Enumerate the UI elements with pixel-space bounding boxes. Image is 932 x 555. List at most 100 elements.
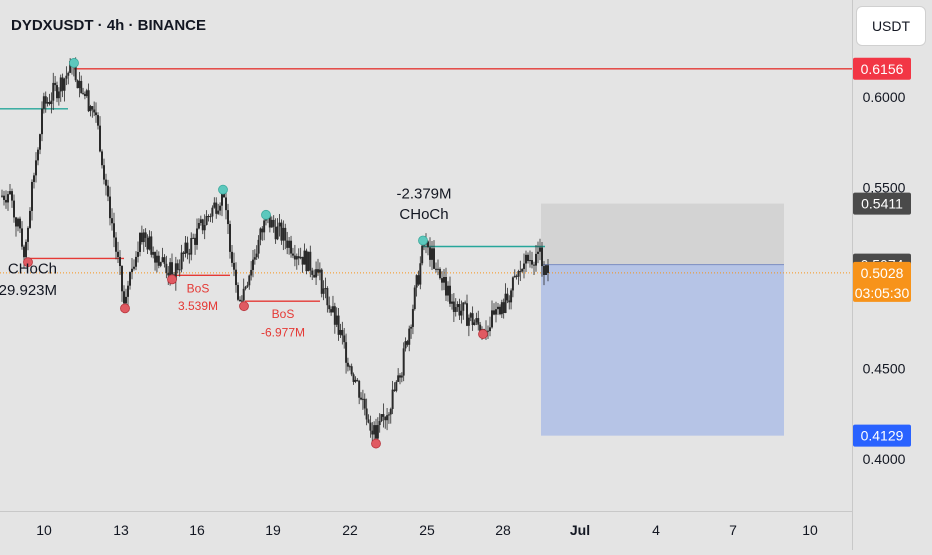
price-axis[interactable]: 0.6000 0.5500 0.4500 0.4000 0.6156 0.5411 0.50… bbox=[853, 57, 911, 467]
swing-high-marker[interactable] bbox=[69, 58, 79, 68]
swing-low-marker[interactable] bbox=[23, 257, 33, 268]
candle-body bbox=[113, 223, 115, 238]
candle-body bbox=[352, 374, 355, 382]
candle-body bbox=[282, 227, 285, 241]
candle-body bbox=[255, 253, 258, 258]
price-badge-dark[interactable] bbox=[853, 192, 911, 215]
candle-body bbox=[186, 242, 189, 254]
annotations: CHoCh 29.923M BoS 3.539M BoS -6.977M -2.379M CH… bbox=[0, 185, 452, 339]
candle-body bbox=[178, 269, 181, 271]
candle-body bbox=[318, 269, 321, 273]
swing-high-marker[interactable] bbox=[261, 209, 271, 220]
candle-body bbox=[515, 275, 518, 277]
annotation-label: CHoCh bbox=[8, 260, 57, 277]
annotation-volume: 29.923M bbox=[0, 282, 57, 299]
candle-body bbox=[360, 397, 363, 400]
candle-body bbox=[29, 210, 31, 228]
candle-body bbox=[35, 160, 37, 176]
candle-body bbox=[203, 224, 206, 231]
price-badge-blue[interactable] bbox=[853, 424, 911, 447]
candle-body bbox=[148, 236, 151, 250]
candle-body bbox=[320, 269, 323, 294]
candle-body bbox=[402, 348, 405, 376]
candle-body bbox=[489, 327, 491, 332]
swing-low-marker[interactable] bbox=[167, 274, 177, 285]
candle-body bbox=[350, 366, 353, 375]
candle-body bbox=[506, 293, 509, 301]
time-axis[interactable]: 10 13 16 19 22 25 28 Jul 4 7 10 bbox=[36, 522, 818, 538]
candle-body bbox=[439, 268, 441, 279]
candle-body bbox=[161, 257, 164, 263]
candle-body bbox=[219, 205, 222, 211]
candle-body bbox=[192, 237, 195, 239]
candle-body bbox=[348, 366, 351, 368]
candle-body bbox=[121, 266, 123, 292]
candle-body bbox=[76, 80, 79, 89]
swing-high-marker[interactable] bbox=[218, 184, 228, 195]
candle-body bbox=[83, 93, 86, 97]
bar-countdown: 03:05:30 bbox=[855, 285, 910, 301]
candle-body bbox=[545, 265, 547, 275]
candle-body bbox=[523, 263, 525, 269]
candle-body bbox=[504, 293, 507, 314]
candle-body bbox=[517, 271, 520, 277]
candle-body bbox=[427, 241, 429, 248]
candle-body bbox=[537, 251, 539, 254]
candle-body bbox=[184, 242, 187, 254]
candle-body bbox=[155, 255, 158, 263]
candle-body bbox=[257, 239, 260, 254]
swing-low-marker[interactable] bbox=[239, 301, 249, 312]
candle-body bbox=[466, 303, 468, 326]
candle-body bbox=[309, 251, 312, 271]
symbol-title: DYDXUSDT · 4h · BINANCE bbox=[11, 17, 206, 34]
candle-body bbox=[333, 306, 336, 325]
candle-body bbox=[322, 288, 325, 294]
candle-body bbox=[56, 85, 58, 99]
swing-low-marker[interactable] bbox=[371, 438, 381, 449]
candle-body bbox=[305, 250, 308, 272]
swing-high-marker[interactable] bbox=[418, 235, 428, 246]
candle-body bbox=[159, 262, 162, 266]
structure-lines bbox=[0, 68, 852, 302]
stop-zone[interactable] bbox=[541, 203, 784, 265]
candle-body bbox=[393, 389, 396, 391]
candle-body bbox=[511, 277, 514, 291]
candle-body bbox=[139, 232, 141, 252]
target-zone[interactable] bbox=[541, 264, 784, 436]
candle-body bbox=[127, 285, 129, 297]
swing-low-marker[interactable] bbox=[478, 329, 488, 339]
candle-body bbox=[433, 248, 435, 269]
candle-body bbox=[242, 288, 245, 301]
candle-body bbox=[107, 185, 109, 197]
swing-low-marker[interactable] bbox=[120, 303, 130, 314]
candle-body bbox=[237, 285, 239, 300]
candle-body bbox=[194, 237, 197, 245]
price-badge-orange[interactable] bbox=[853, 261, 911, 302]
annotation-volume: -6.977M bbox=[261, 325, 305, 339]
candle-body bbox=[539, 247, 541, 252]
candle-body bbox=[235, 269, 237, 286]
candle-body bbox=[521, 268, 524, 272]
candle-body bbox=[231, 251, 233, 263]
price-badge-red[interactable] bbox=[853, 57, 911, 80]
candle-body bbox=[324, 288, 327, 290]
annotation-label: BoS bbox=[187, 281, 210, 295]
candle-body bbox=[17, 218, 19, 227]
position-zones bbox=[541, 203, 784, 436]
currency-button[interactable]: USDT bbox=[856, 6, 926, 46]
candle-body bbox=[259, 228, 262, 240]
candle-body bbox=[197, 223, 200, 229]
candle-body bbox=[205, 216, 208, 225]
candle-body bbox=[411, 309, 414, 327]
candle-body bbox=[174, 263, 177, 281]
swing-markers bbox=[23, 58, 488, 449]
candle-body bbox=[133, 266, 135, 269]
candle-body bbox=[225, 197, 227, 211]
candle-body bbox=[382, 414, 385, 417]
candle-body bbox=[50, 100, 53, 105]
candle-body bbox=[215, 202, 218, 214]
candle-body bbox=[5, 199, 7, 203]
time-tick-label: 16 bbox=[189, 522, 205, 538]
